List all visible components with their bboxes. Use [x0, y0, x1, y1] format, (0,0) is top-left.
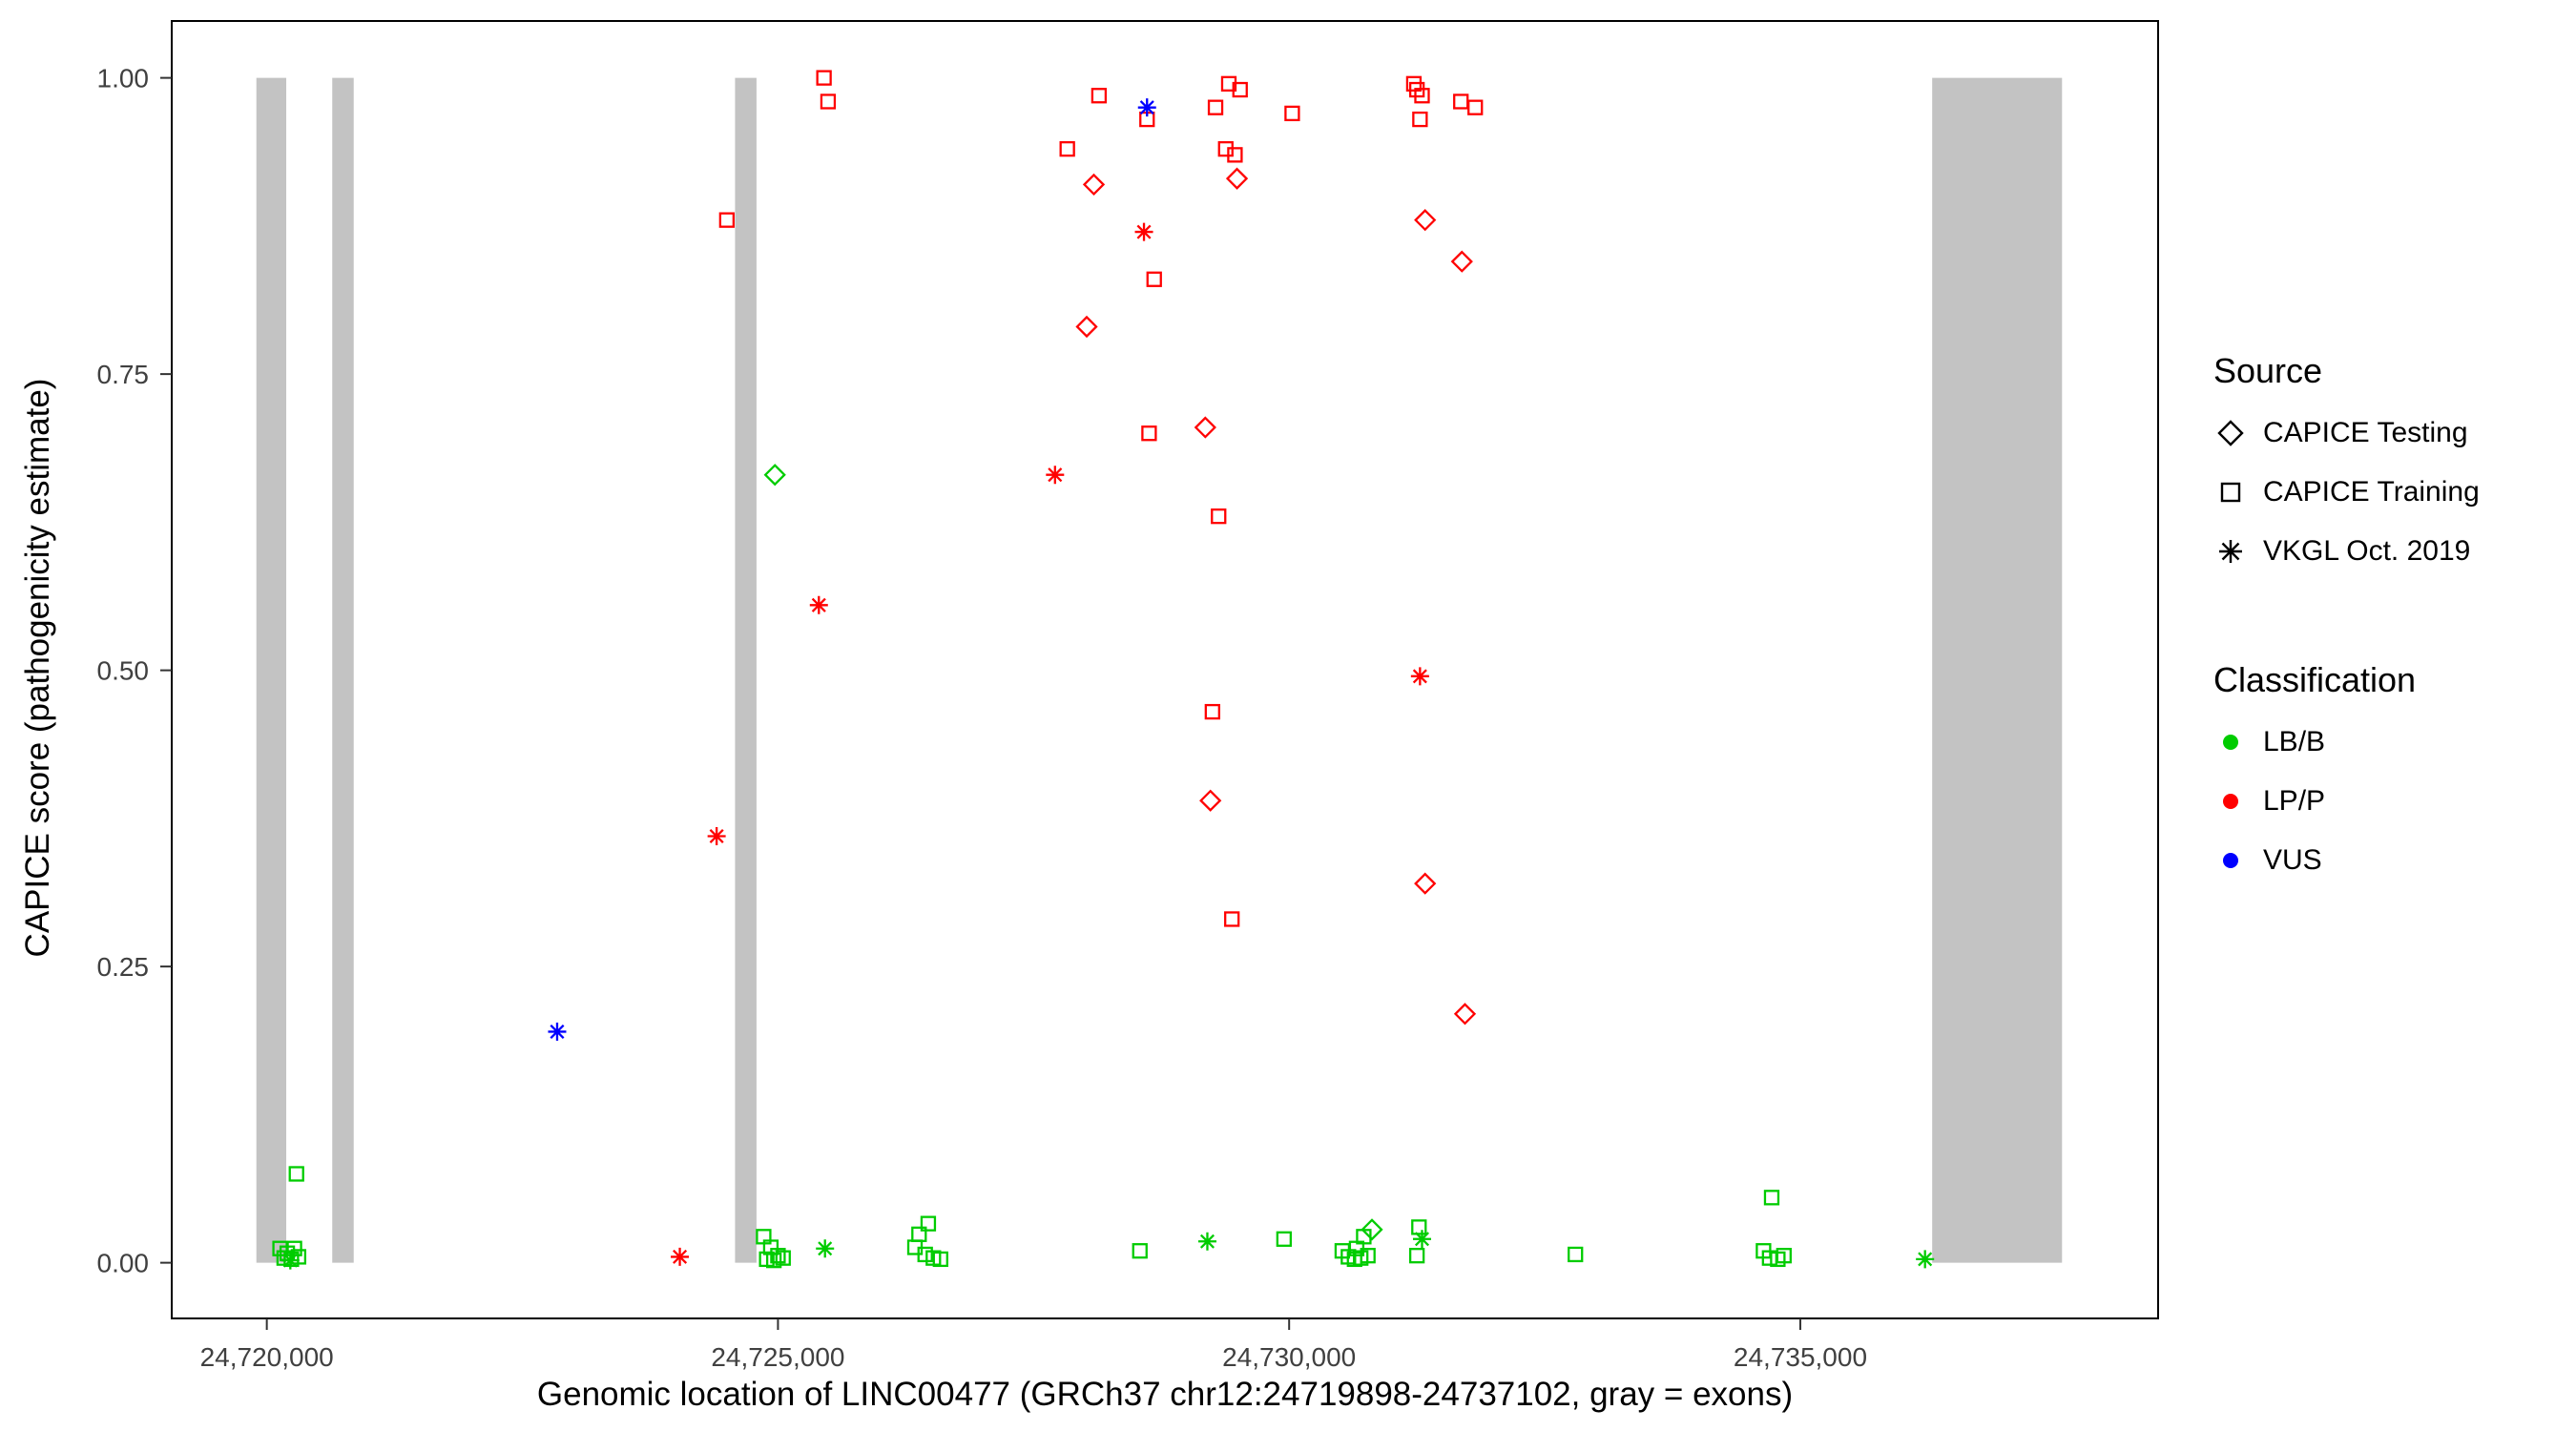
exon-band — [1932, 77, 2063, 1263]
point-diamond — [1450, 250, 1473, 273]
point-square — [1412, 111, 1428, 128]
x-tick-label: 24,730,000 — [1222, 1342, 1356, 1372]
point-square — [920, 1215, 937, 1232]
point-asterisk — [707, 827, 726, 846]
legend-classification-group: Classification LB/B LP/P VUS — [2213, 660, 2566, 902]
x-tick-label: 24,725,000 — [711, 1342, 844, 1372]
point-square — [1141, 425, 1157, 442]
diamond-icon — [2217, 420, 2244, 446]
legend-item-vus: VUS — [2213, 843, 2566, 878]
point-square — [1411, 1219, 1427, 1235]
legend-item-label: LP/P — [2263, 785, 2326, 817]
legend-item-vkgl: VKGL Oct. 2019 — [2213, 534, 2566, 569]
y-tick-label: 0.75 — [97, 360, 150, 389]
legend-item-capice-testing: CAPICE Testing — [2213, 416, 2566, 450]
square-icon — [2220, 482, 2241, 503]
point-square — [1227, 147, 1243, 163]
exon-band — [332, 77, 354, 1263]
legend-source-group: Source CAPICE Testing CAPICE Training VK… — [2213, 351, 2566, 593]
point-square — [1284, 105, 1300, 122]
asterisk-icon — [2219, 540, 2242, 563]
point-asterisk — [1410, 667, 1429, 686]
y-tick-label: 0.25 — [97, 952, 150, 982]
point-square — [1146, 271, 1162, 287]
point-asterisk — [816, 1239, 835, 1258]
point-asterisk — [1137, 98, 1156, 117]
legend-item-label: VUS — [2263, 844, 2322, 876]
point-diamond — [1453, 1003, 1477, 1026]
point-diamond — [1225, 167, 1249, 190]
point-asterisk — [548, 1022, 567, 1041]
point-square — [917, 1246, 933, 1263]
point-square — [718, 212, 735, 228]
panel-border — [171, 20, 2159, 1319]
point-diamond — [1414, 209, 1437, 232]
y-axis-title: CAPICE score (pathogenicity estimate) — [19, 378, 56, 958]
point-square — [820, 93, 837, 110]
point-square — [1132, 1243, 1148, 1259]
point-square — [290, 1249, 307, 1265]
legend-item-label: VKGL Oct. 2019 — [2263, 535, 2471, 567]
point-diamond — [1199, 789, 1222, 812]
legend-item-capice-training: CAPICE Training — [2213, 475, 2566, 509]
point-asterisk — [1916, 1250, 1935, 1269]
green-dot-icon — [2223, 735, 2238, 750]
point-square — [1091, 88, 1108, 104]
point-square — [288, 1166, 304, 1182]
legend-item-lpp: LP/P — [2213, 784, 2566, 819]
x-tick-label: 24,720,000 — [200, 1342, 334, 1372]
point-square — [1204, 703, 1220, 720]
point-asterisk — [280, 1251, 300, 1270]
point-square — [1763, 1190, 1780, 1206]
legend-item-label: LB/B — [2263, 726, 2326, 757]
point-square — [765, 1252, 782, 1269]
point-diamond — [1414, 872, 1437, 895]
point-square — [1776, 1248, 1792, 1264]
point-square — [1414, 88, 1430, 104]
point-asterisk — [1197, 1232, 1216, 1251]
legend-item-label: CAPICE Testing — [2263, 417, 2468, 448]
point-diamond — [763, 464, 786, 487]
point-square — [1232, 81, 1248, 98]
point-square — [1467, 99, 1484, 115]
legend-panel: Source CAPICE Testing CAPICE Training VK… — [2213, 351, 2566, 902]
point-square — [1059, 140, 1075, 157]
point-diamond — [1194, 416, 1216, 439]
legend-item-lbb: LB/B — [2213, 725, 2566, 759]
point-diamond — [1361, 1218, 1383, 1241]
point-square — [1453, 93, 1469, 110]
point-square — [770, 1248, 786, 1264]
point-square — [1224, 911, 1240, 927]
point-asterisk — [809, 595, 828, 614]
blue-dot-icon — [2223, 853, 2238, 868]
y-tick-label: 0.00 — [97, 1249, 150, 1278]
point-diamond — [1082, 173, 1106, 197]
point-asterisk — [1134, 222, 1153, 241]
point-square — [775, 1250, 791, 1266]
point-diamond — [1075, 315, 1098, 339]
y-tick-label: 0.50 — [97, 656, 150, 686]
point-square — [1211, 508, 1227, 525]
x-tick-label: 24,735,000 — [1734, 1342, 1867, 1372]
point-asterisk — [671, 1247, 690, 1266]
legend-classification-title: Classification — [2213, 660, 2417, 699]
exon-band — [256, 77, 287, 1263]
legend-item-label: CAPICE Training — [2263, 476, 2480, 508]
point-square — [1207, 99, 1224, 115]
point-asterisk — [1412, 1230, 1431, 1249]
x-axis-title: Genomic location of LINC00477 (GRCh37 ch… — [536, 1376, 1794, 1413]
legend-source-title: Source — [2213, 351, 2323, 390]
point-square — [1568, 1246, 1584, 1263]
point-square — [1408, 1248, 1425, 1264]
y-tick-label: 1.00 — [97, 64, 150, 93]
point-square — [932, 1251, 948, 1268]
point-square — [1276, 1231, 1292, 1247]
red-dot-icon — [2223, 794, 2238, 809]
point-square — [816, 70, 832, 86]
exon-band — [735, 77, 757, 1263]
point-asterisk — [1046, 466, 1065, 485]
